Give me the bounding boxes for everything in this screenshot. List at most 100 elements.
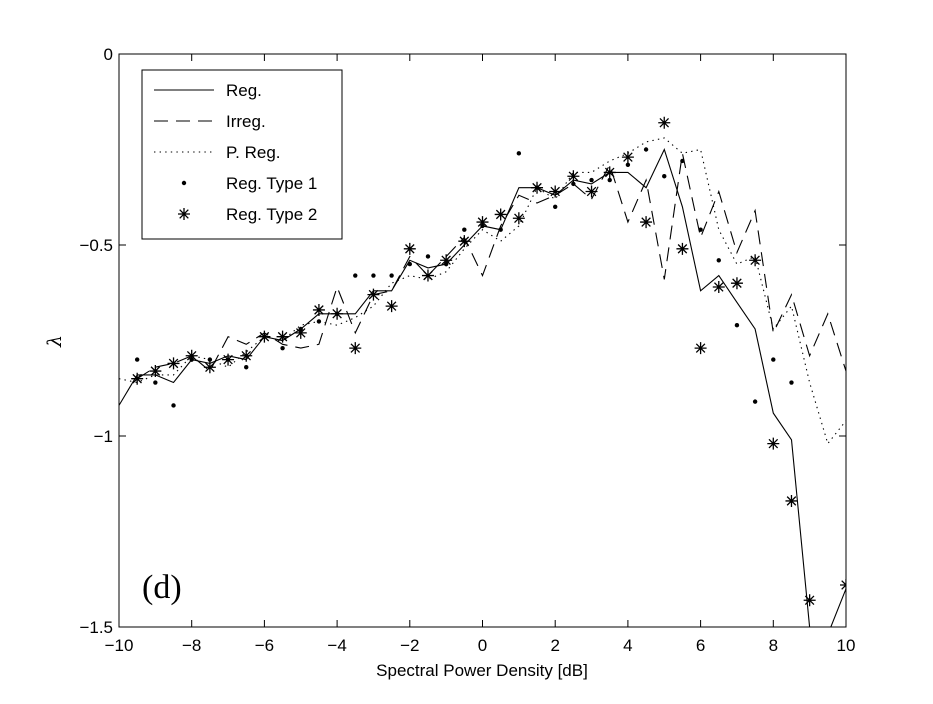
data-point-reg-type-2 [294, 326, 307, 339]
data-point-reg-type-2 [349, 342, 362, 355]
data-point-reg-type-1 [153, 380, 158, 385]
data-point-reg-type-1 [134, 357, 140, 362]
data-point-reg-type-1 [734, 323, 740, 328]
data-point-reg-type-1 [716, 258, 721, 263]
data-point-reg-type-1 [425, 254, 431, 259]
data-point-reg-type-2 [767, 437, 780, 450]
data-point-reg-type-2 [712, 281, 725, 294]
data-point-reg-type-2 [803, 594, 816, 607]
data-point-reg-type-1 [316, 319, 322, 324]
data-point-reg-type-2 [531, 181, 544, 194]
legend-swatch [181, 180, 187, 186]
y-tick-label: −1.5 [79, 618, 113, 637]
panel-label: (d) [142, 569, 182, 606]
x-tick-label: 6 [696, 636, 705, 655]
data-point-reg-type-2 [367, 288, 380, 301]
data-point-reg-type-1 [680, 158, 685, 164]
data-point-reg-type-2 [276, 330, 289, 343]
legend-label: P. Reg. [226, 143, 281, 162]
x-tick-label: 8 [769, 636, 778, 655]
data-point-reg-type-1 [389, 273, 394, 278]
x-axis-title: Spectral Power Density [dB] [376, 661, 588, 680]
legend-label: Reg. Type 2 [226, 205, 317, 224]
data-point-reg-type-2 [585, 185, 598, 198]
data-point-reg-type-2 [331, 307, 344, 320]
data-point-reg-type-1 [498, 227, 503, 232]
series-line-irreg [136, 153, 846, 380]
y-axis-title: λ [44, 335, 66, 348]
data-point-reg-type-2 [203, 361, 216, 374]
data-point-reg-type-2 [149, 365, 162, 378]
legend: Reg. Irreg. P. Reg. Reg. Type 1 Reg. Type 2 [141, 69, 343, 240]
data-point-reg-type-2 [476, 216, 489, 229]
data-point-reg-type-2 [694, 342, 707, 355]
x-tick-label: −8 [182, 636, 201, 655]
data-point-reg-type-2 [440, 254, 453, 267]
series-line-p-reg [119, 137, 846, 445]
data-point-reg-type-2 [785, 494, 798, 507]
data-point-reg-type-2 [385, 300, 398, 313]
data-point-reg-type-2 [403, 242, 416, 255]
legend-swatch [178, 208, 190, 220]
y-tick-label: −0.5 [79, 236, 113, 255]
data-point-reg-type-2 [567, 170, 580, 183]
data-point-reg-type-1 [353, 273, 358, 278]
data-point-reg-type-2 [222, 353, 235, 366]
data-point-reg-type-2 [749, 254, 762, 267]
legend-box [141, 69, 343, 240]
data-point-reg-type-2 [458, 235, 471, 248]
x-tick-label: 2 [550, 636, 559, 655]
data-point-reg-type-2 [312, 303, 325, 316]
data-point-reg-type-1 [280, 345, 285, 351]
x-tick-label: −10 [105, 636, 134, 655]
data-point-reg-type-1 [643, 147, 649, 152]
data-point-reg-type-2 [240, 349, 253, 362]
data-point-reg-type-2 [494, 208, 507, 221]
data-point-reg-type-1 [625, 162, 631, 167]
data-point-reg-type-1 [698, 227, 703, 232]
x-tick-label: −4 [327, 636, 346, 655]
data-point-reg-type-2 [549, 185, 562, 198]
data-point-reg-type-2 [421, 269, 434, 282]
data-point-reg-type-2 [512, 212, 525, 225]
data-point-reg-type-2 [131, 372, 144, 385]
data-point-reg-type-1 [752, 399, 758, 404]
x-tick-label: 10 [837, 636, 856, 655]
x-tick-label: −2 [400, 636, 419, 655]
data-point-reg-type-1 [789, 380, 794, 385]
data-point-reg-type-2 [258, 330, 271, 343]
legend-label: Irreg. [226, 112, 266, 131]
data-point-reg-type-1 [462, 227, 467, 232]
data-point-reg-type-2 [167, 357, 180, 370]
data-point-reg-type-1 [589, 177, 594, 183]
y-tick-label: 0 [104, 45, 113, 64]
data-point-reg-type-1 [771, 357, 776, 362]
data-point-reg-type-2 [840, 578, 846, 591]
data-point-reg-type-1 [207, 357, 213, 362]
data-point-reg-type-1 [171, 403, 176, 408]
data-point-reg-type-1 [407, 261, 412, 267]
data-point-reg-type-2 [676, 242, 689, 255]
legend-label: Reg. [226, 81, 262, 100]
data-point-reg-type-2 [603, 166, 616, 179]
data-point-reg-type-2 [730, 277, 743, 290]
x-tick-label: 0 [478, 636, 487, 655]
data-point-reg-type-1 [662, 174, 667, 179]
data-point-reg-type-1 [244, 365, 249, 370]
data-point-reg-type-2 [658, 116, 671, 129]
data-point-reg-type-2 [640, 216, 653, 229]
axis-ticks: −10 −8 −6 −4 −2 0 2 4 6 8 10 0 −0.5 −1 −1.5 [79, 45, 855, 655]
data-point-reg-type-1 [516, 151, 522, 156]
legend-label: Reg. Type 1 [226, 174, 317, 193]
data-point-reg-type-1 [371, 273, 376, 278]
data-point-reg-type-2 [621, 151, 634, 164]
x-tick-label: 4 [623, 636, 632, 655]
y-tick-label: −1 [94, 427, 113, 446]
data-point-reg-type-1 [553, 204, 558, 209]
data-point-reg-type-1 [607, 177, 612, 183]
series-layer [119, 116, 846, 627]
x-tick-label: −6 [255, 636, 274, 655]
data-point-reg-type-1 [571, 181, 576, 187]
data-point-reg-type-2 [185, 349, 198, 362]
